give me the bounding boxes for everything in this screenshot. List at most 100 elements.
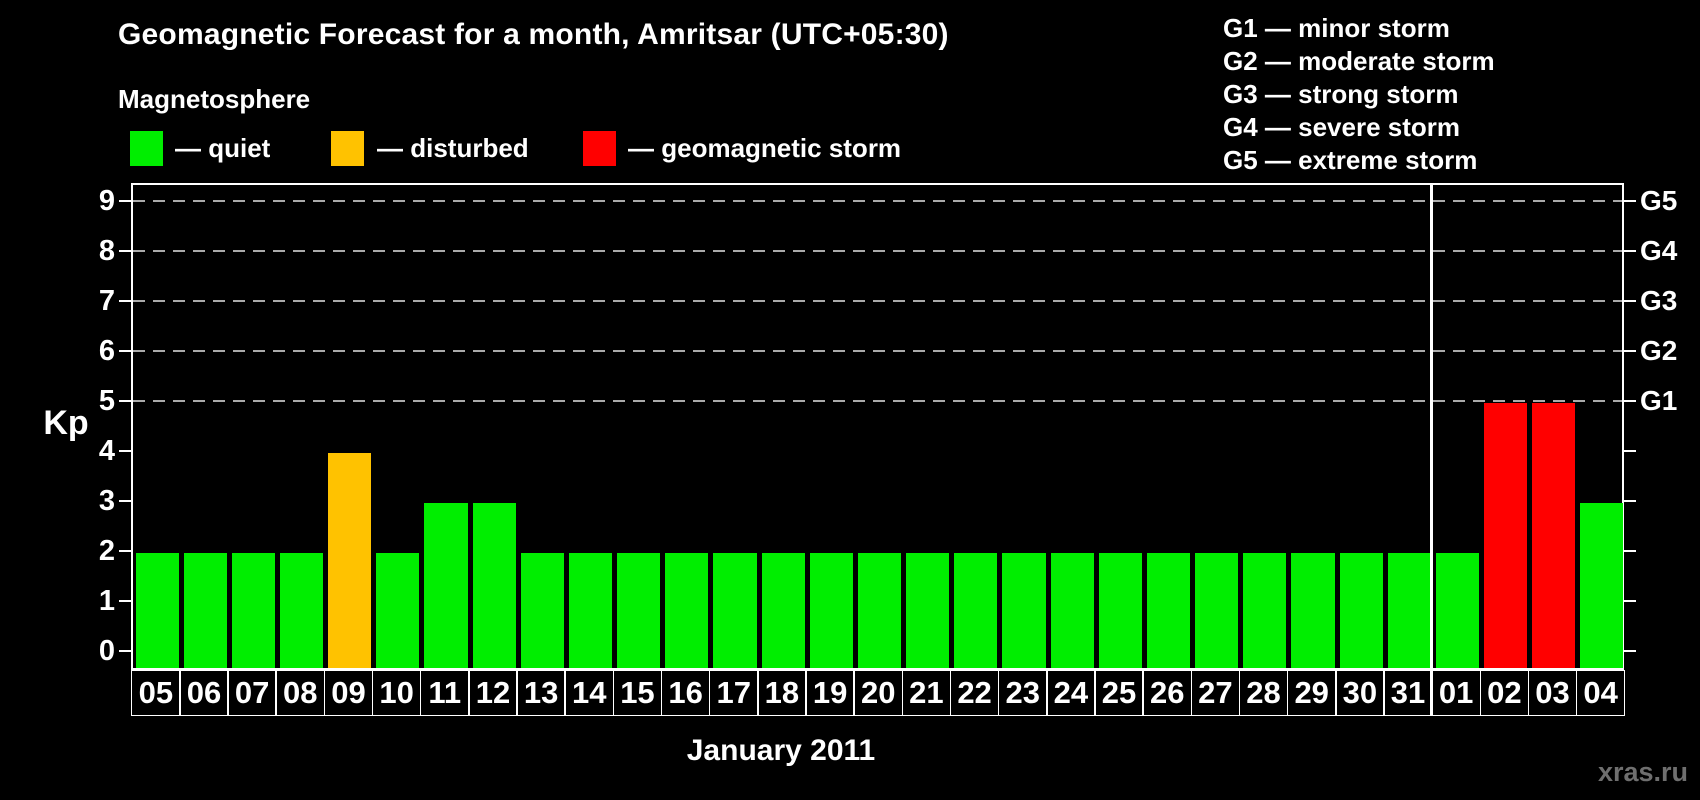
day-label-19: 19	[805, 670, 855, 716]
day-label-13: 13	[516, 670, 566, 716]
plot-area	[131, 183, 1624, 670]
quiet-legend-label: — quiet	[175, 133, 271, 163]
disturbed-legend-swatch-icon	[331, 131, 364, 166]
bar-day-20	[857, 553, 902, 668]
bar-day-05	[135, 553, 179, 668]
right-tick-7	[1624, 300, 1636, 303]
bar-day-15	[617, 553, 661, 668]
day-label-27: 27	[1190, 670, 1241, 716]
bar-day-22	[954, 553, 998, 668]
y-tick-2	[119, 550, 131, 553]
y-tick-7	[119, 300, 131, 303]
g-axis-label-G5: G5	[1640, 185, 1678, 216]
day-label-17: 17	[708, 670, 759, 716]
bar-day-09	[328, 453, 372, 668]
bar-day-02	[1484, 403, 1528, 668]
bar-day-23	[1002, 553, 1046, 668]
gridline-kp9	[133, 200, 1622, 202]
x-axis-title: January 2011	[686, 734, 876, 767]
day-label-11: 11	[419, 670, 470, 716]
g-axis-label-G1: G1	[1640, 385, 1678, 416]
right-tick-6	[1624, 350, 1636, 353]
g-axis-label-G2: G2	[1640, 335, 1678, 366]
day-label-12: 12	[468, 670, 518, 716]
day-label-01: 01	[1431, 670, 1481, 716]
bar-day-26	[1146, 553, 1191, 668]
y-tick-label-5: 5	[98, 385, 115, 417]
g-axis-label-G3: G3	[1640, 285, 1678, 316]
day-label-02: 02	[1479, 670, 1530, 716]
day-label-25: 25	[1094, 670, 1144, 716]
day-label-29: 29	[1286, 670, 1337, 716]
day-label-21: 21	[901, 670, 952, 716]
g-scale-legend-line-1: G1 — minor storm	[1223, 13, 1450, 43]
bar-day-27	[1195, 553, 1239, 668]
day-label-03: 03	[1527, 670, 1578, 716]
day-label-10: 10	[371, 670, 422, 716]
disturbed-legend-label: — disturbed	[377, 133, 529, 163]
bar-day-01	[1435, 553, 1479, 668]
y-tick-label-8: 8	[98, 235, 115, 267]
bar-day-31	[1387, 553, 1431, 668]
g-scale-legend-line-2: G2 — moderate storm	[1223, 46, 1495, 76]
watermark: xras.ru	[1597, 757, 1688, 787]
bar-day-06	[183, 553, 227, 668]
y-tick-label-3: 3	[98, 485, 115, 517]
bar-day-03	[1532, 403, 1576, 668]
right-tick-1	[1624, 600, 1636, 603]
day-label-08: 08	[275, 670, 326, 716]
bar-day-28	[1243, 553, 1287, 668]
bar-day-17	[713, 553, 757, 668]
right-tick-9	[1624, 200, 1636, 203]
bar-day-10	[376, 553, 420, 668]
gridline-kp7	[133, 300, 1622, 302]
bar-day-21	[906, 553, 950, 668]
day-label-15: 15	[612, 670, 663, 716]
y-tick-label-0: 0	[98, 635, 115, 667]
y-tick-label-7: 7	[98, 285, 115, 317]
bar-day-04	[1580, 503, 1624, 668]
month-separator-line	[1430, 183, 1433, 716]
bar-day-07	[231, 553, 275, 668]
day-label-28: 28	[1238, 670, 1289, 716]
bar-day-11	[424, 503, 468, 668]
g-scale-legend-line-3: G3 — strong storm	[1223, 79, 1459, 109]
day-label-24: 24	[1046, 670, 1096, 716]
right-tick-0	[1624, 650, 1636, 653]
right-tick-4	[1624, 450, 1636, 453]
y-tick-label-6: 6	[98, 335, 115, 367]
bar-day-13	[520, 553, 564, 668]
y-axis-title: Kp	[43, 404, 89, 442]
y-tick-0	[119, 650, 131, 653]
bar-day-14	[568, 553, 613, 668]
x-axis-day-labels: 05 06 07 08 09 10 11 12 13 14 15 16 17 18 19 20 21 22 23 24…	[131, 670, 1626, 716]
day-label-31: 31	[1383, 670, 1433, 716]
day-label-06: 06	[179, 670, 229, 716]
y-tick-1	[119, 600, 131, 603]
day-label-22: 22	[949, 670, 1000, 716]
y-tick-4	[119, 450, 131, 453]
g-axis-label-G4: G4	[1640, 235, 1678, 266]
bar-day-24	[1050, 553, 1094, 668]
bar-day-08	[279, 553, 324, 668]
bar-day-30	[1339, 553, 1383, 668]
gridline-kp6	[133, 350, 1622, 352]
day-label-09: 09	[323, 670, 374, 716]
day-label-26: 26	[1142, 670, 1193, 716]
g-scale-legend-line-5: G5 — extreme storm	[1223, 145, 1478, 175]
y-tick-label-1: 1	[98, 585, 115, 617]
right-tick-2	[1624, 550, 1636, 553]
gridline-kp8	[133, 250, 1622, 252]
y-tick-label-4: 4	[98, 435, 115, 467]
bar-day-29	[1291, 553, 1335, 668]
gridline-kp5	[133, 400, 1622, 402]
page-title: Geomagnetic Forecast for a month, Amrits…	[118, 18, 949, 51]
right-tick-3	[1624, 500, 1636, 503]
storm-legend-swatch-icon	[583, 131, 616, 166]
y-tick-9	[119, 200, 131, 203]
day-label-30: 30	[1335, 670, 1385, 716]
g-scale-legend-line-4: G4 — severe storm	[1223, 112, 1461, 142]
y-tick-label-2: 2	[98, 535, 115, 567]
day-label-14: 14	[564, 670, 615, 716]
